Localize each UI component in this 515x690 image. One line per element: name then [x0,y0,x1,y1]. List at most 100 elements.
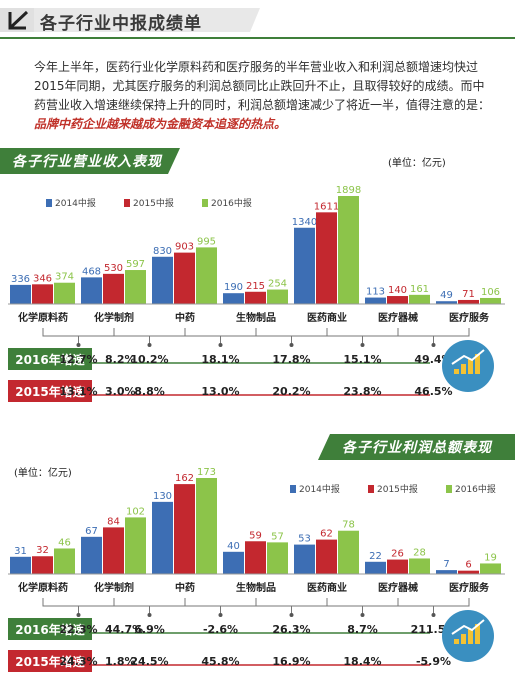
category-label: 化学制剂 [94,311,134,324]
bar-value-label: 161 [410,284,429,295]
intro-paragraph: 今年上半年，医药行业化学原料药和医疗服务的半年营业收入和利润总额增速均快过201… [34,58,496,134]
bar [267,289,288,304]
growth-value: 46.5% [414,385,452,398]
category-label: 医疗器械 [378,311,418,324]
bar-value-label: 6 [465,560,471,571]
intro-text: 今年上半年，医药行业化学原料药和医疗服务的半年营业收入和利润总额增速均快过201… [34,60,491,112]
growth-value: 1.8% [105,655,136,668]
growth-value: 24.3% [59,655,97,668]
growth-value: 24.5% [130,655,168,668]
legend-label: 2015中报 [133,197,174,209]
connector-line [42,598,115,607]
bar-value-label: 130 [153,491,172,502]
bar-value-label: 57 [271,531,284,542]
bar-value-label: 22 [369,551,382,562]
growth-value: 18.4% [343,655,381,668]
bar-value-label: 32 [36,545,49,556]
growth-row-label: 2016年增速 [15,352,84,367]
bar [316,539,337,574]
bar [316,212,337,304]
connector-dot [289,613,294,617]
growth-value: 20.2% [272,385,310,398]
bar-value-label: 113 [366,287,385,298]
category-label: 化学原料药 [18,581,68,594]
icon-bar [468,629,473,644]
connector-dot [147,343,152,347]
growth-value: 3.0% [105,385,136,398]
growth-value: 17.8% [272,353,310,366]
bar [338,196,359,304]
bar [10,556,31,574]
category-label: 医药商业 [307,581,347,594]
bar [436,570,457,574]
revenue-unit: (单位：亿元) [388,158,446,169]
connector-dot [431,343,436,347]
bar-value-label: 46 [58,537,71,548]
bar [409,294,430,304]
bar-value-label: 254 [268,279,287,290]
growth-value: 12.7% [59,353,97,366]
bar [387,296,408,304]
bar-value-label: 40 [227,541,240,552]
bar [103,527,124,574]
connector-dot [76,343,81,347]
revenue-title-banner [0,148,180,174]
bar [387,559,408,574]
bar-value-label: 67 [85,526,98,537]
connector-dot [431,613,436,617]
growth-row-label-box [8,650,92,672]
bar-value-label: 162 [175,473,194,484]
connector-line [113,598,186,607]
connector-dot [289,343,294,347]
page-title: 各子行业中报成绩单 [40,14,202,34]
bar [125,270,146,304]
connector-line [397,328,470,337]
connector-dot [76,613,81,617]
legend-swatch [46,199,52,207]
icon-bar [475,354,480,374]
growth-value: 8.8% [134,385,165,398]
growth-value: 15.1% [343,353,381,366]
bar-value-label: 1340 [292,217,317,228]
legend-label: 2014中报 [55,197,96,209]
bar [10,284,31,304]
connector-line [184,598,257,607]
connector-line [255,328,328,337]
legend-swatch [446,485,452,493]
bar [152,501,173,574]
growth-value: 26.3% [272,623,310,636]
profit-chart-title: 各子行业利润总额表现 [342,440,492,456]
header-decoration [0,8,515,39]
bar [365,297,386,304]
bar-value-label: 49 [440,290,453,301]
bar-value-label: 1898 [336,185,361,196]
connector-dot [218,613,223,617]
bar-value-label: 597 [126,259,145,270]
connector-dot [360,613,365,617]
legend-swatch [202,199,208,207]
bar-value-label: 346 [33,273,52,284]
bar-value-label: 26 [391,549,404,560]
category-label: 医疗服务 [449,311,490,324]
bar-value-label: 84 [107,516,120,527]
bar-value-label: 468 [82,266,101,277]
revenue-chart-title: 各子行业营业收入表现 [12,154,162,170]
bar-value-label: 336 [11,274,30,285]
legend-label: 2014中报 [299,483,340,495]
growth-value: 22.3% [59,623,97,636]
growth-row-label: 2015年增速 [15,654,84,669]
category-label: 化学制剂 [94,581,134,594]
bar [458,299,479,304]
bar-value-label: 374 [55,272,74,283]
category-label: 医疗器械 [378,581,418,594]
icon-bar [454,639,459,644]
legend-swatch [290,485,296,493]
bar [196,478,217,574]
connector-dot [360,343,365,347]
bar [267,542,288,574]
bar-value-label: 173 [197,467,216,478]
connector-line [113,328,186,337]
growth-value: 44.7% [105,623,143,636]
bar [480,563,501,574]
